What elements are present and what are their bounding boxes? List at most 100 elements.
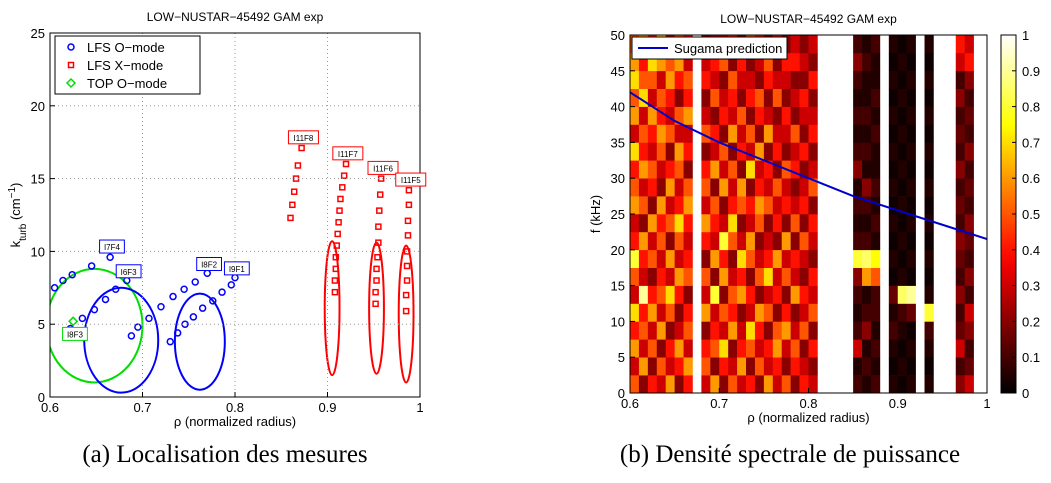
- y-tick-label: 10: [611, 314, 625, 329]
- heat-cell: [955, 35, 965, 54]
- heat-cell: [897, 249, 907, 268]
- heat-cell: [808, 106, 818, 125]
- heat-cell: [754, 124, 765, 143]
- heat-cell: [683, 249, 693, 268]
- heat-cell: [683, 321, 693, 340]
- heat-cell: [754, 142, 765, 161]
- point: [134, 323, 142, 331]
- heat-cell: [674, 339, 684, 358]
- heat-cell: [701, 142, 711, 161]
- heat-cell: [746, 106, 756, 125]
- heat-cell: [862, 160, 872, 179]
- heat-cell: [964, 321, 974, 340]
- heat-cell: [665, 124, 675, 143]
- heat-cell: [683, 70, 693, 89]
- colorbar-tick-label: 0.6: [1022, 171, 1040, 186]
- x-tick-label: 0.9: [889, 396, 907, 411]
- heat-cell: [924, 88, 934, 107]
- heat-cell: [964, 285, 974, 304]
- heat-cell: [772, 285, 783, 304]
- heat-cell: [906, 267, 916, 286]
- heat-cell: [674, 303, 684, 322]
- heat-cell: [862, 267, 872, 286]
- heat-cell: [754, 214, 765, 233]
- heat-cell: [964, 196, 974, 215]
- heat-cell: [737, 160, 747, 179]
- heat-cell: [763, 142, 774, 161]
- heat-cell: [853, 339, 863, 358]
- heat-cell: [772, 231, 783, 251]
- x-tick-label: 1: [416, 400, 423, 415]
- y-axis-label: kturb (cm−1): [7, 183, 29, 248]
- annotation-box: [395, 172, 427, 187]
- y-axis-label-part: k: [8, 240, 23, 247]
- heat-cell: [772, 142, 783, 161]
- heat-cell: [647, 88, 658, 107]
- heat-cell: [728, 214, 738, 233]
- heat-cell: [746, 303, 756, 322]
- heat-cell: [754, 88, 765, 107]
- y-tick-label: 50: [611, 28, 625, 43]
- heat-cell: [638, 339, 649, 358]
- heat-cell: [955, 285, 965, 304]
- heat-cell: [924, 124, 934, 143]
- heat-cell: [763, 375, 774, 393]
- heat-cell: [710, 124, 720, 143]
- heat-cell: [808, 160, 818, 179]
- heat-cell: [665, 214, 675, 233]
- heat-cell: [630, 178, 640, 197]
- heat-cell: [772, 321, 783, 340]
- region-ellipse: [173, 292, 226, 391]
- heat-cell: [808, 88, 818, 107]
- heat-cell: [683, 375, 693, 393]
- heat-cell: [728, 339, 738, 358]
- point: [402, 291, 410, 299]
- heat-cell: [790, 106, 800, 125]
- heat-cell: [638, 285, 649, 304]
- heat-cell: [728, 70, 738, 89]
- heat-cell: [656, 70, 666, 89]
- heat-cell: [924, 160, 934, 179]
- heat-cell: [772, 357, 783, 376]
- point: [111, 285, 120, 294]
- point: [287, 214, 294, 222]
- x-tick-label: 0.7: [133, 400, 151, 415]
- heat-cell: [665, 375, 675, 393]
- point: [375, 223, 382, 230]
- annotation: I7F4: [104, 243, 121, 252]
- heat-cell: [683, 124, 693, 143]
- heat-cell: [746, 178, 756, 197]
- heat-cell: [763, 357, 774, 376]
- heat-cell: [701, 231, 711, 251]
- heat-cell: [647, 375, 658, 393]
- heat-cell: [728, 303, 738, 322]
- y-tick-label: 20: [31, 99, 45, 114]
- heat-cell: [656, 178, 666, 197]
- annotation: I6F3: [121, 268, 138, 277]
- x-tick-label: 0.9: [318, 400, 336, 415]
- heat-cell: [964, 70, 974, 89]
- heat-cell: [728, 196, 738, 215]
- colorbar-tick-label: 0.3: [1022, 279, 1040, 294]
- y-tick-label: 40: [611, 100, 625, 115]
- y-axis-label-part: (cm: [8, 198, 23, 223]
- heat-cell: [799, 267, 809, 286]
- point: [189, 313, 198, 321]
- heat-cell: [674, 249, 684, 268]
- y-tick-label: 15: [31, 172, 45, 187]
- heat-cell: [647, 339, 658, 358]
- heat-cell: [710, 70, 720, 89]
- heat-cell: [906, 124, 916, 143]
- heat-cell: [674, 88, 684, 107]
- heat-cell: [897, 375, 907, 393]
- heat-cell: [808, 214, 818, 233]
- heat-cell: [964, 357, 974, 376]
- heat-cell: [647, 285, 658, 304]
- heat-cell: [746, 357, 756, 376]
- point: [145, 314, 153, 323]
- heat-cell: [955, 357, 965, 376]
- y-axis-label: f (kHz): [588, 195, 603, 233]
- point: [372, 300, 379, 308]
- heat-cell: [906, 357, 916, 376]
- heat-cell: [638, 321, 649, 340]
